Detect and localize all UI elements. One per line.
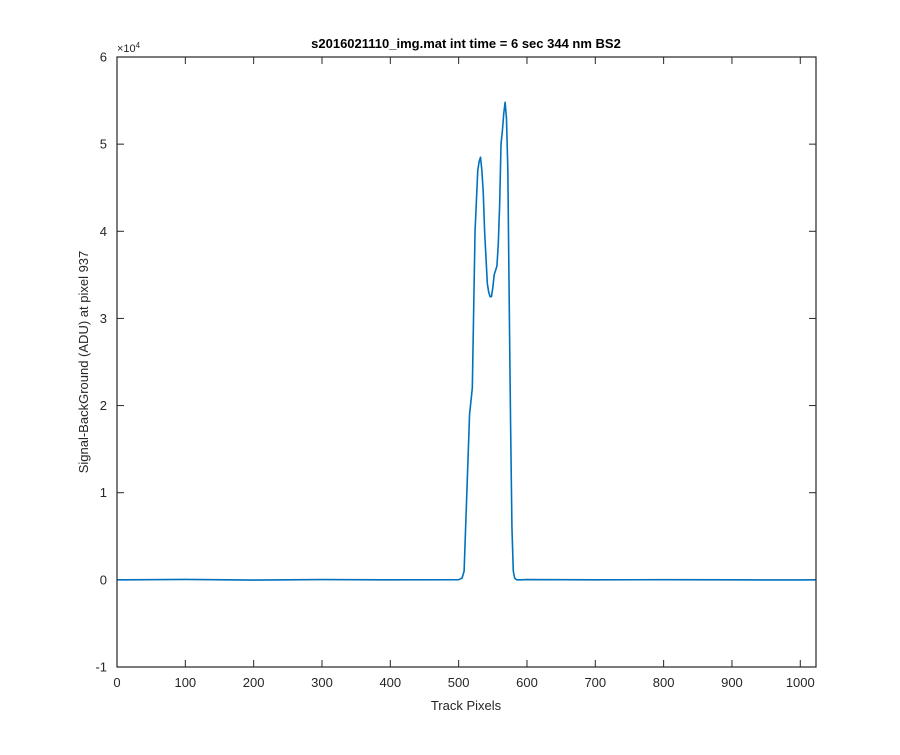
y-tick-label: 0 bbox=[100, 572, 107, 587]
y-tick-label: 4 bbox=[100, 224, 107, 239]
x-tick-label: 500 bbox=[448, 675, 470, 690]
y-tick-label: 2 bbox=[100, 398, 107, 413]
chart-title: s2016021110_img.mat int time = 6 sec 344… bbox=[311, 36, 621, 51]
x-tick-label: 600 bbox=[516, 675, 538, 690]
x-axis-label: Track Pixels bbox=[431, 698, 502, 713]
x-tick-label: 200 bbox=[243, 675, 265, 690]
axes-box bbox=[116, 56, 817, 668]
x-tick-label: 1000 bbox=[786, 675, 815, 690]
y-axis-label: Signal-BackGround (ADU) at pixel 937 bbox=[76, 251, 91, 474]
data-series-line bbox=[116, 101, 817, 581]
y-tick-label: 3 bbox=[100, 311, 107, 326]
x-tick-label: 800 bbox=[653, 675, 675, 690]
plot-area bbox=[117, 57, 816, 667]
y-tick-label: 6 bbox=[100, 50, 107, 65]
x-tick-label: 300 bbox=[311, 675, 333, 690]
y-tick-label: -1 bbox=[95, 660, 107, 675]
x-tick-label: 0 bbox=[113, 675, 120, 690]
x-tick-label: 400 bbox=[379, 675, 401, 690]
x-tick-label: 700 bbox=[584, 675, 606, 690]
x-tick-label: 900 bbox=[721, 675, 743, 690]
y-tick-label: 5 bbox=[100, 137, 107, 152]
x-tick-label: 100 bbox=[174, 675, 196, 690]
y-tick-label: 1 bbox=[100, 485, 107, 500]
y-axis-exponent: ×104 bbox=[117, 41, 141, 55]
